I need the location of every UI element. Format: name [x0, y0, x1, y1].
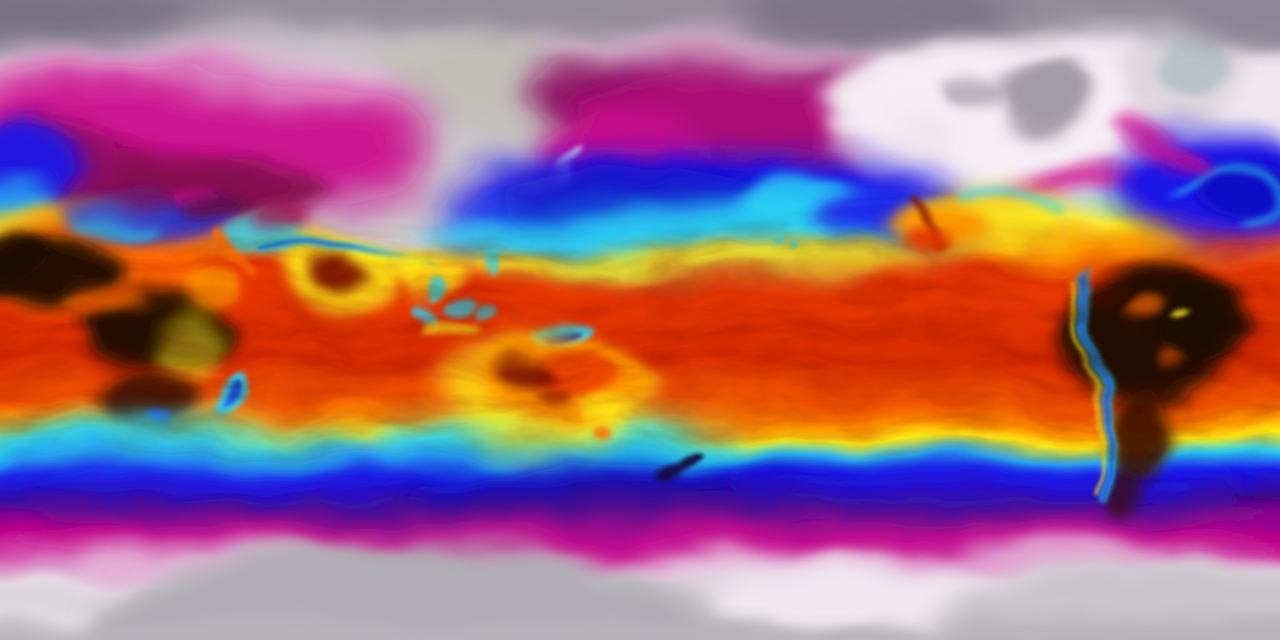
tropics-turbulence-texture — [0, 218, 1280, 470]
arctic-dark-patch-east — [1176, 0, 1280, 42]
anatolia-dark-patch — [179, 195, 247, 219]
arctic-top-band — [0, 0, 1280, 32]
arctic-dark-patch-west — [0, 0, 190, 46]
antarctica-pale-dome-east — [940, 567, 1280, 640]
antarctic-pink-swirl-east — [950, 543, 1170, 569]
antarctica-bottom-strip — [0, 622, 1280, 640]
arctic-dark-patch-center — [728, 0, 1008, 38]
us-coast-cold-front — [956, 186, 1071, 222]
patagonia-tip-dark — [1103, 462, 1137, 518]
greenland-interior — [1150, 32, 1226, 92]
hudson-bay-gray — [996, 62, 1088, 138]
antarctica-gray-dome-west — [90, 543, 710, 640]
atlantic-magenta-streak — [1116, 123, 1208, 173]
atlantic-vortex-core — [1192, 157, 1280, 223]
great-lakes-gray-speck — [942, 78, 1002, 106]
